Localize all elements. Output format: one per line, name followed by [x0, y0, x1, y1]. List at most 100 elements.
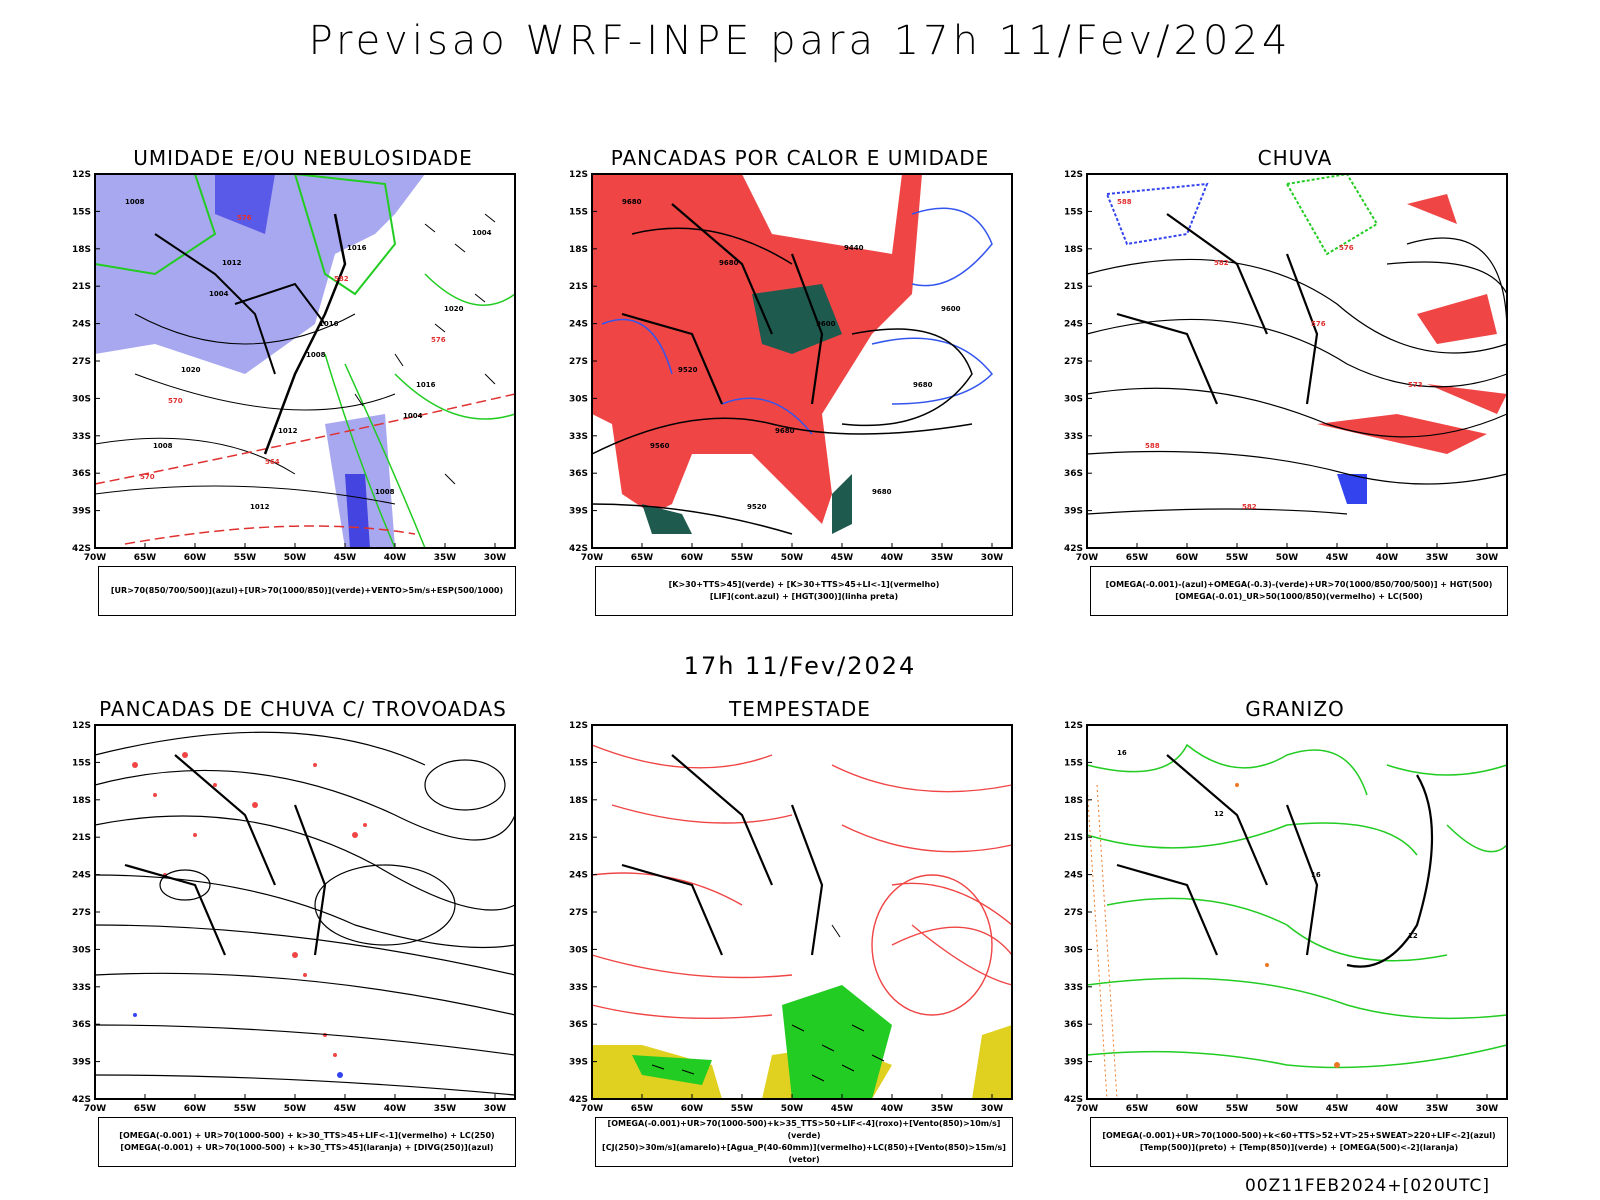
lat-tick-label: 33S	[569, 432, 588, 442]
panel-title: PANCADAS DE CHUVA C/ TROVOADAS	[99, 697, 507, 721]
lat-tick-label: 21S	[72, 282, 91, 292]
contour-label: 1016	[347, 244, 367, 252]
contour-label: 1008	[375, 488, 395, 496]
lat-tick-label: 39S	[72, 1058, 91, 1068]
lat-tick-label: 12S	[569, 721, 588, 731]
contour-label: 1008	[306, 351, 326, 359]
lat-tick-label: 21S	[569, 833, 588, 843]
legend: [OMEGA(-0.001)+UR>70(1000-500)+k<60+TTS>…	[1090, 1117, 1508, 1167]
contour-label: 9600	[816, 320, 836, 328]
lat-tick-label: 42S	[72, 1095, 91, 1105]
lon-tick-label: 30W	[981, 1104, 1004, 1114]
lat-tick-label: 21S	[569, 282, 588, 292]
lat-tick-label: 36S	[569, 1020, 588, 1030]
panel-trovoadas: PANCADAS DE CHUVA C/ TROVOADAS 12S 15S 18S…	[58, 697, 548, 1177]
lon-tick-label: 70W	[84, 1104, 107, 1114]
lat-tick-label: 24S	[72, 320, 91, 330]
lat-tick-label: 36S	[1064, 1020, 1083, 1030]
lat-tick-label: 27S	[72, 908, 91, 918]
lat-tick-label: 18S	[569, 245, 588, 255]
lon-tick-label: 40W	[881, 1104, 904, 1114]
lon-tick-label: 35W	[931, 553, 954, 563]
lat-tick-label: 18S	[569, 796, 588, 806]
contour-label: 1008	[153, 442, 173, 450]
lon-tick-label: 50W	[284, 1104, 307, 1114]
lat-tick-label: 42S	[569, 544, 588, 554]
lon-tick-label: 60W	[1176, 1104, 1199, 1114]
panel-granizo: GRANIZO 12S 15S 18S 21S 24S 27S 30S 33S 36S 39S 42…	[1050, 697, 1540, 1177]
lat-tick-label: 36S	[72, 469, 91, 479]
contour-label: 1012	[222, 259, 242, 267]
lat-tick-label: 30S	[1064, 394, 1083, 404]
contour-label: 1020	[444, 305, 464, 313]
panel-chuva: CHUVA 12S 15S 18S 21S 24S 27S 30S 33S 36S 39S 42S 7…	[1050, 146, 1540, 626]
legend: [UR>70(850/700/500)](azul)+[UR>70(1000/8…	[98, 566, 516, 616]
contour-label: 9680	[622, 198, 642, 206]
mid-title: 17h 11/Fev/2024	[683, 652, 917, 680]
lon-tick-label: 55W	[731, 1104, 754, 1114]
lat-tick-label: 27S	[569, 908, 588, 918]
lat-tick-label: 12S	[72, 721, 91, 731]
lat-tick-label: 15S	[1064, 758, 1083, 768]
lon-tick-label: 65W	[1126, 1104, 1149, 1114]
lat-tick-label: 24S	[72, 871, 91, 881]
lat-tick-label: 21S	[72, 833, 91, 843]
contour-label: 9680	[775, 427, 795, 435]
lat-tick-label: 33S	[1064, 983, 1083, 993]
lon-tick-label: 65W	[631, 1104, 654, 1114]
lon-tick-label: 70W	[1076, 1104, 1099, 1114]
lon-tick-label: 55W	[731, 553, 754, 563]
contour-label: 16	[1311, 871, 1321, 879]
run-stamp: 00Z11FEB2024+[020UTC]	[1244, 1176, 1490, 1196]
contour-label: 9680	[913, 381, 933, 389]
lat-tick-label: 15S	[1064, 207, 1083, 217]
lat-tick-label: 18S	[1064, 796, 1083, 806]
lat-tick-label: 36S	[1064, 469, 1083, 479]
lon-tick-label: 35W	[1426, 1104, 1449, 1114]
lat-tick-label: 42S	[72, 544, 91, 554]
contour-label: 582	[1214, 259, 1229, 267]
contour-label: 570	[140, 473, 155, 481]
lon-tick-label: 35W	[434, 553, 457, 563]
legend-line: [OMEGA(-0.001)+UR>70(1000-500)+k>35_TTS>…	[607, 1119, 1001, 1140]
lon-tick-label: 40W	[1376, 1104, 1399, 1114]
contour-label: 16	[1117, 749, 1127, 757]
legend-line: [LIF](cont.azul) + [HGT(300)](linha pret…	[709, 592, 899, 601]
contour-label: 576	[1311, 320, 1326, 328]
legend-line: [OMEGA(-0.001)-(azul)+OMEGA(-0.3)-(verde…	[1105, 580, 1493, 589]
panel-tempestade: TEMPESTADE 12S 15S 18S 21S 24S 27S 30S 33S 36S 39…	[555, 697, 1045, 1177]
lat-tick-label: 33S	[1064, 432, 1083, 442]
lat-tick-label: 42S	[569, 1095, 588, 1105]
contour-label: 582	[1242, 503, 1257, 511]
contour-label: 12	[1214, 810, 1224, 818]
contour-label: 12	[1408, 932, 1418, 940]
lon-tick-label: 35W	[1426, 553, 1449, 563]
contour-label: 582	[334, 275, 349, 283]
lon-tick-label: 35W	[931, 1104, 954, 1114]
lat-tick-label: 24S	[1064, 871, 1083, 881]
lat-tick-label: 33S	[72, 983, 91, 993]
contour-label: 1004	[472, 229, 492, 237]
lat-tick-label: 36S	[72, 1020, 91, 1030]
contour-label: 570	[168, 397, 183, 405]
lat-tick-label: 27S	[569, 357, 588, 367]
lat-tick-label: 42S	[1064, 1095, 1083, 1105]
lon-tick-label: 65W	[134, 553, 157, 563]
lon-tick-label: 45W	[831, 1104, 854, 1114]
lon-tick-label: 30W	[981, 553, 1004, 563]
contour-label: 9680	[719, 259, 739, 267]
lon-tick-label: 45W	[334, 1104, 357, 1114]
contour-label: 1020	[181, 366, 201, 374]
panel-title: PANCADAS POR CALOR E UMIDADE	[610, 146, 990, 170]
lon-tick-label: 60W	[184, 553, 207, 563]
lat-tick-label: 18S	[72, 796, 91, 806]
panel-title: CHUVA	[1257, 146, 1333, 170]
legend-line: [UR>70(850/700/500)](azul)+[UR>70(1000/8…	[110, 586, 504, 595]
contour-label: 1012	[278, 427, 298, 435]
legend-line: [OMEGA(-0.001)+UR>70(1000-500)+k<60+TTS>…	[1102, 1131, 1496, 1140]
lon-tick-label: 30W	[1476, 1104, 1499, 1114]
lon-tick-label: 40W	[881, 553, 904, 563]
lon-tick-label: 50W	[781, 1104, 804, 1114]
lon-tick-label: 70W	[1076, 553, 1099, 563]
